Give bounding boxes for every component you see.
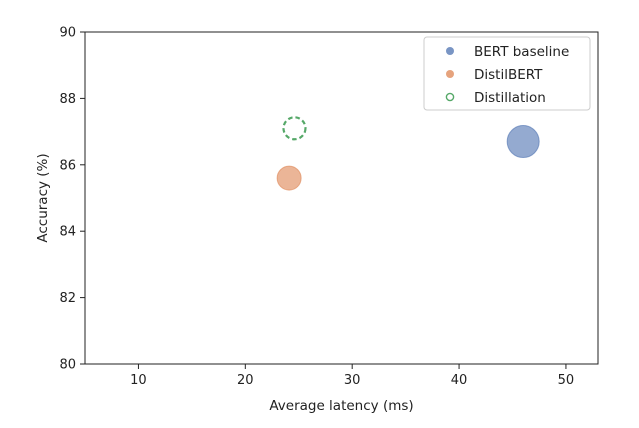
legend-label-distillation: Distillation [474,90,546,106]
y-tick-label: 84 [59,225,76,240]
legend: BERT baseline DistilBERT Distillation [423,36,591,111]
y-axis-label: Accuracy (%) [35,153,51,242]
y-tick-label: 86 [59,158,76,173]
legend-marker-bert-baseline [446,47,454,55]
legend-marker-distillation [445,92,455,102]
legend-markers [445,47,455,102]
y-tick-label: 80 [59,358,76,373]
x-tick-label: 10 [130,373,147,388]
point-distillation [282,116,307,141]
y-tick-label: 90 [59,26,76,41]
legend-label-bert-baseline: BERT baseline [474,44,569,60]
points-layer [276,116,540,191]
x-axis-label: Average latency (ms) [269,398,413,414]
y-tick-label: 82 [59,291,76,306]
legend-frame [423,36,591,111]
point-distilbert [276,165,302,191]
x-tick-label: 30 [344,373,361,388]
y-tick-label: 88 [59,92,76,107]
legend-marker-distilbert [446,70,454,78]
ticks-layer: 10 20 30 40 50 80 82 84 86 88 90 [59,26,574,389]
legend-label-distilbert: DistilBERT [474,67,543,83]
x-tick-label: 20 [237,373,254,388]
x-tick-label: 40 [451,373,468,388]
plot-frame [84,31,599,365]
point-bert-baseline [506,125,540,159]
x-tick-label: 50 [558,373,575,388]
